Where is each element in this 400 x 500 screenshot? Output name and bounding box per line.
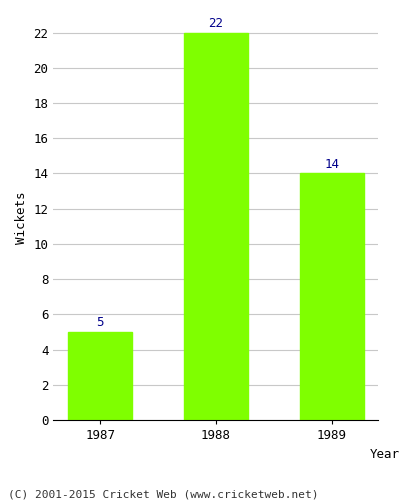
Bar (68, 332, 132, 420)
Text: (C) 2001-2015 Cricket Web (www.cricketweb.net): (C) 2001-2015 Cricket Web (www.cricketwe… (8, 490, 318, 500)
X-axis label: Year: Year (370, 448, 400, 462)
Bar (300, 174, 364, 420)
Text: 22: 22 (208, 17, 223, 30)
Y-axis label: Wickets: Wickets (15, 192, 28, 244)
Text: 14: 14 (324, 158, 339, 171)
Bar (184, 32, 248, 420)
Text: 5: 5 (96, 316, 104, 330)
